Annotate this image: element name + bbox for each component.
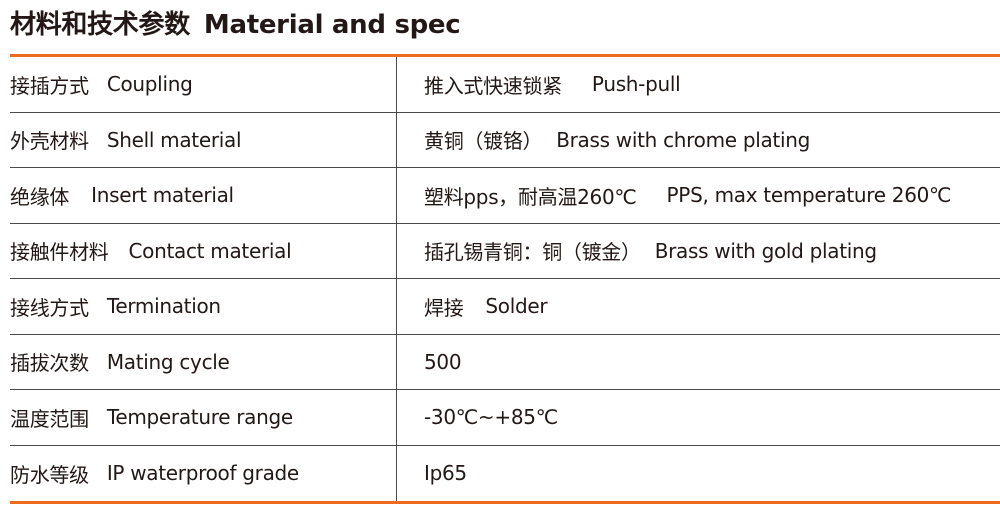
spec-label: 绝缘体 Insert material — [10, 168, 397, 223]
value-en: PPS, max temperature 260℃ — [666, 183, 952, 208]
value-en: Brass with gold plating — [654, 238, 877, 263]
spec-label: 接触件材料 Contact material — [10, 223, 397, 278]
value-en: 500 — [424, 349, 462, 374]
value-en: Brass with chrome plating — [556, 127, 811, 152]
spec-value: 500 — [397, 335, 1000, 390]
spec-label: 接插方式 Coupling — [10, 57, 397, 112]
label-en: Insert material — [91, 183, 234, 208]
value-cn: 插孔锡青铜：铜（镀金） — [424, 240, 641, 265]
spec-value: 黄铜（镀铬） Brass with chrome plating — [397, 113, 1000, 168]
label-cn: 接触件材料 — [10, 240, 109, 265]
table-row: 防水等级 IP waterproof grade Ip65 — [10, 445, 1000, 502]
table-row: 接插方式 Coupling 推入式快速锁紧 Push-pull — [10, 57, 1000, 113]
label-cn: 接线方式 — [10, 295, 89, 320]
value-en: Ip65 — [424, 461, 467, 486]
spec-label: 外壳材料 Shell material — [10, 112, 397, 167]
label-en: Temperature range — [106, 405, 293, 430]
label-en: Shell material — [106, 127, 242, 152]
value-en: Push-pull — [591, 72, 681, 97]
label-cn: 插拔次数 — [10, 351, 89, 376]
table-row: 温度范围 Temperature range -30℃~+85℃ — [10, 390, 1000, 446]
spec-label: 防水等级 IP waterproof grade — [10, 445, 397, 501]
spec-value: Ip65 — [397, 446, 1000, 502]
value-cn: 焊接 — [424, 295, 464, 320]
spec-value: 推入式快速锁紧 Push-pull — [397, 57, 1000, 112]
value-cn: 黄铜（镀铬） — [424, 129, 543, 154]
label-en: Mating cycle — [106, 349, 230, 374]
spec-value: -30℃~+85℃ — [397, 390, 1000, 445]
label-cn: 防水等级 — [10, 462, 89, 487]
label-cn: 温度范围 — [10, 406, 89, 431]
table-row: 绝缘体 Insert material 塑料pps，耐高温260℃ PPS, max… — [10, 168, 1000, 224]
label-cn: 接插方式 — [10, 73, 89, 98]
page-title: 材料和技术参数 Material and spec — [10, 4, 461, 41]
label-cn: 绝缘体 — [10, 184, 70, 209]
title-en: Material and spec — [203, 10, 461, 40]
label-en: Coupling — [106, 72, 193, 97]
value-en: -30℃~+85℃ — [424, 405, 558, 430]
table-row: 插拔次数 Mating cycle 500 — [10, 334, 1000, 390]
table-row: 接线方式 Termination 焊接 Solder — [10, 279, 1000, 335]
label-cn: 外壳材料 — [10, 129, 89, 154]
spec-value: 插孔锡青铜：铜（镀金） Brass with gold plating — [397, 224, 1000, 279]
value-en: Solder — [485, 294, 548, 319]
table-row: 外壳材料 Shell material 黄铜（镀铬） Brass with chro… — [10, 112, 1000, 168]
value-cn: 推入式快速锁紧 — [424, 73, 562, 98]
spec-label: 温度范围 Temperature range — [10, 390, 397, 445]
spec-value: 焊接 Solder — [397, 279, 1000, 334]
spec-label: 接线方式 Termination — [10, 279, 397, 334]
spec-label: 插拔次数 Mating cycle — [10, 334, 397, 389]
spec-value: 塑料pps，耐高温260℃ PPS, max temperature 260℃ — [397, 168, 1000, 223]
label-en: Termination — [106, 294, 221, 319]
label-en: Contact material — [128, 238, 292, 263]
spec-table: 接插方式 Coupling 推入式快速锁紧 Push-pull 外壳材料 Shell … — [10, 54, 1000, 504]
value-cn: 塑料pps，耐高温260℃ — [424, 184, 637, 209]
label-en: IP waterproof grade — [106, 461, 299, 486]
title-cn: 材料和技术参数 — [10, 10, 190, 40]
table-row: 接触件材料 Contact material 插孔锡青铜：铜（镀金） Brass w… — [10, 223, 1000, 279]
